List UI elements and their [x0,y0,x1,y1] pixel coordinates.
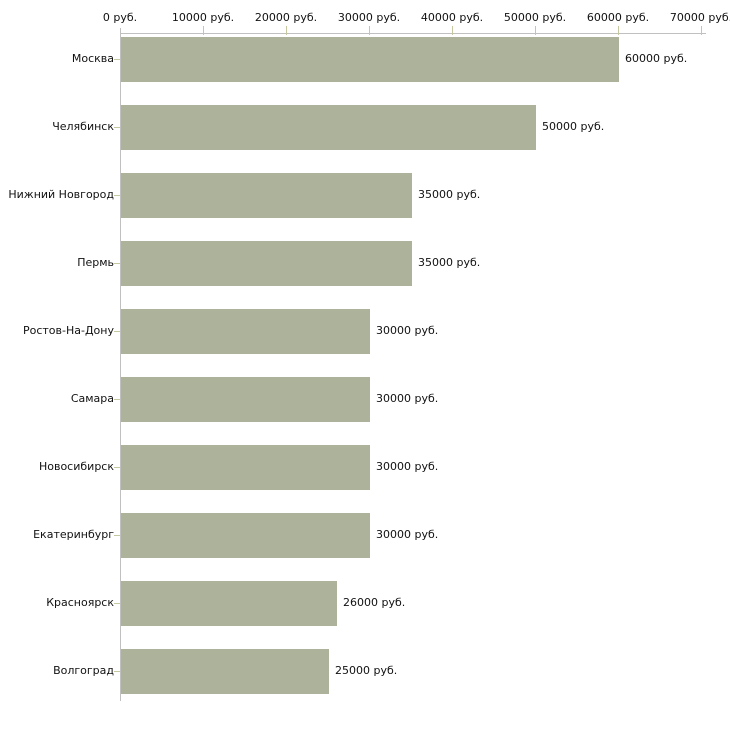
value-label: 35000 руб. [418,256,481,269]
category-tick [114,263,120,264]
category-label: Пермь [77,256,114,269]
x-axis-tick-label: 50000 руб. [503,11,567,24]
x-axis-tick [618,26,619,35]
category-label: Москва [71,52,114,65]
category-label: Новосибирск [38,460,114,473]
category-tick [114,535,120,536]
category-tick [114,671,120,672]
category-tick [114,467,120,468]
bar [121,581,337,626]
y-axis-line [120,28,121,701]
bar [121,445,370,490]
value-label: 26000 руб. [343,596,406,609]
bar [121,513,370,558]
value-label: 35000 руб. [418,188,481,201]
x-axis-tick [701,26,702,35]
bar [121,105,536,150]
category-tick [114,603,120,604]
value-label: 30000 руб. [376,528,439,541]
category-label: Красноярск [46,596,114,609]
x-axis-tick-label: 40000 руб. [420,11,484,24]
bar [121,377,370,422]
category-label: Ростов-На-Дону [22,324,114,337]
x-axis-tick-label: 0 руб. [102,11,138,24]
bar [121,173,412,218]
x-axis-line [120,33,706,34]
bar [121,309,370,354]
x-axis-tick [535,26,536,35]
x-axis-tick-label: 20000 руб. [254,11,318,24]
category-tick [114,195,120,196]
value-label: 25000 руб. [335,664,398,677]
category-tick [114,331,120,332]
value-label: 30000 руб. [376,324,439,337]
bar [121,241,412,286]
category-label: Самара [70,392,114,405]
x-axis-tick-label: 70000 руб. [669,11,730,24]
value-label: 50000 руб. [542,120,605,133]
x-axis-tick [452,26,453,35]
bar [121,37,619,82]
category-tick [114,59,120,60]
category-label: Нижний Новгород [8,188,114,201]
category-tick [114,127,120,128]
x-axis-tick [286,26,287,35]
bar [121,649,329,694]
x-axis-tick-label: 30000 руб. [337,11,401,24]
category-label: Екатеринбург [33,528,114,541]
x-axis-tick-label: 10000 руб. [171,11,235,24]
value-label: 60000 руб. [625,52,688,65]
x-axis-tick-label: 60000 руб. [586,11,650,24]
x-axis-tick [369,26,370,35]
x-axis-tick [203,26,204,35]
category-tick [114,399,120,400]
value-label: 30000 руб. [376,460,439,473]
category-label: Челябинск [52,120,114,133]
value-label: 30000 руб. [376,392,439,405]
category-label: Волгоград [53,664,114,677]
